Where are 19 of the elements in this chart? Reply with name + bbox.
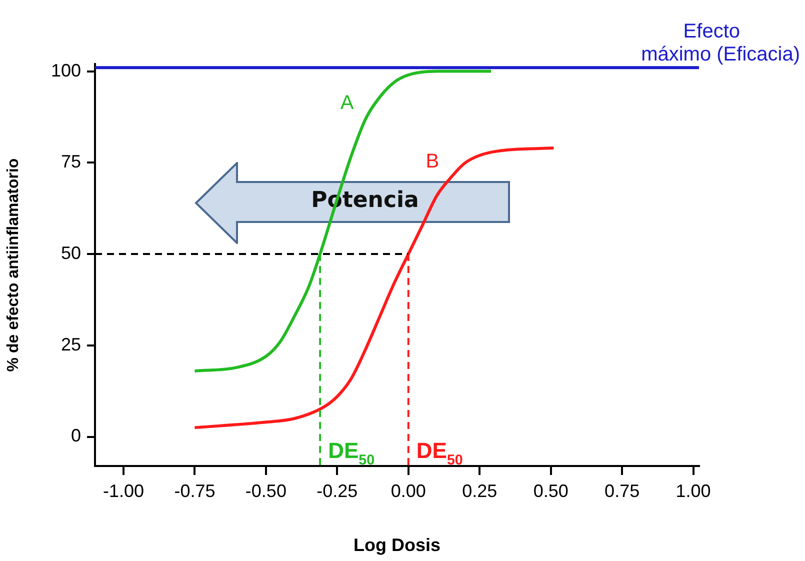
x-tick-label: 0.00: [390, 480, 426, 501]
y-tick-label: 75: [60, 152, 81, 172]
x-tick-label: -0.50: [245, 480, 286, 501]
x-tick-label: -0.25: [316, 480, 358, 501]
x-axis-title: Log Dosis: [353, 535, 441, 556]
series-label: A: [340, 92, 354, 114]
y-tick-label: 0: [70, 426, 81, 446]
y-tick-label: 25: [60, 334, 81, 354]
y-tick-label: 100: [50, 60, 81, 80]
ref-line-label: Efecto máximo (Eficacia): [641, 20, 800, 66]
x-tick-label: 1.00: [676, 480, 711, 501]
x-tick-label: 0.50: [533, 480, 568, 501]
x-tick-label: -1.00: [102, 480, 144, 501]
x-tick-label: -0.75: [174, 480, 216, 501]
series-label: B: [426, 150, 440, 172]
x-tick-label: 0.25: [462, 480, 498, 501]
y-tick-label: 50: [60, 243, 81, 264]
x-tick-label: 0.75: [604, 480, 640, 501]
y-axis-title: % de efecto antiinflamatorio: [5, 158, 22, 372]
